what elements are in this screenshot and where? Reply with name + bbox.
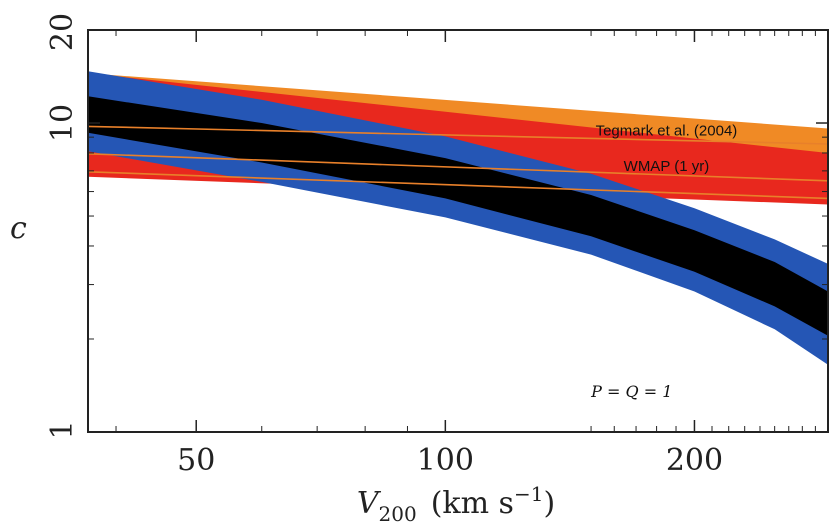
reference-lines-group (88, 125, 828, 200)
annotations-group: Tegmark et al. (2004) WMAP (1 yr) P = Q = … (590, 123, 737, 401)
x-axis-label-units: (km s (431, 486, 514, 521)
x-axis-label: V200 (km s−1) (357, 482, 555, 526)
reference-line-1 (88, 125, 828, 145)
x-axis-label-close: ) (543, 486, 555, 521)
annotation-1: Tegmark et al. (2004) (596, 123, 738, 140)
bands-group (88, 71, 828, 365)
plot-frame (87, 29, 829, 433)
x-axis-label-main: V (357, 486, 382, 521)
annotation-2: WMAP (1 yr) (624, 158, 710, 175)
x-tick-label: 50 (177, 443, 215, 478)
annotation-3: P = Q = 1 (590, 382, 672, 401)
x-axis-label-exp: −1 (514, 482, 543, 506)
y-axis-label: c (10, 211, 27, 246)
x-tick-label: 100 (417, 443, 474, 478)
y-tick-label: 20 (45, 13, 80, 51)
reference-line-3 (88, 171, 828, 200)
band-series-4 (88, 96, 828, 336)
x-axis-label-sub: 200 (379, 502, 417, 526)
y-tick-label: 1 (45, 420, 80, 439)
y-tick-label: 10 (45, 104, 80, 142)
reference-line-2 (88, 153, 828, 182)
x-tick-label: 200 (666, 443, 723, 478)
